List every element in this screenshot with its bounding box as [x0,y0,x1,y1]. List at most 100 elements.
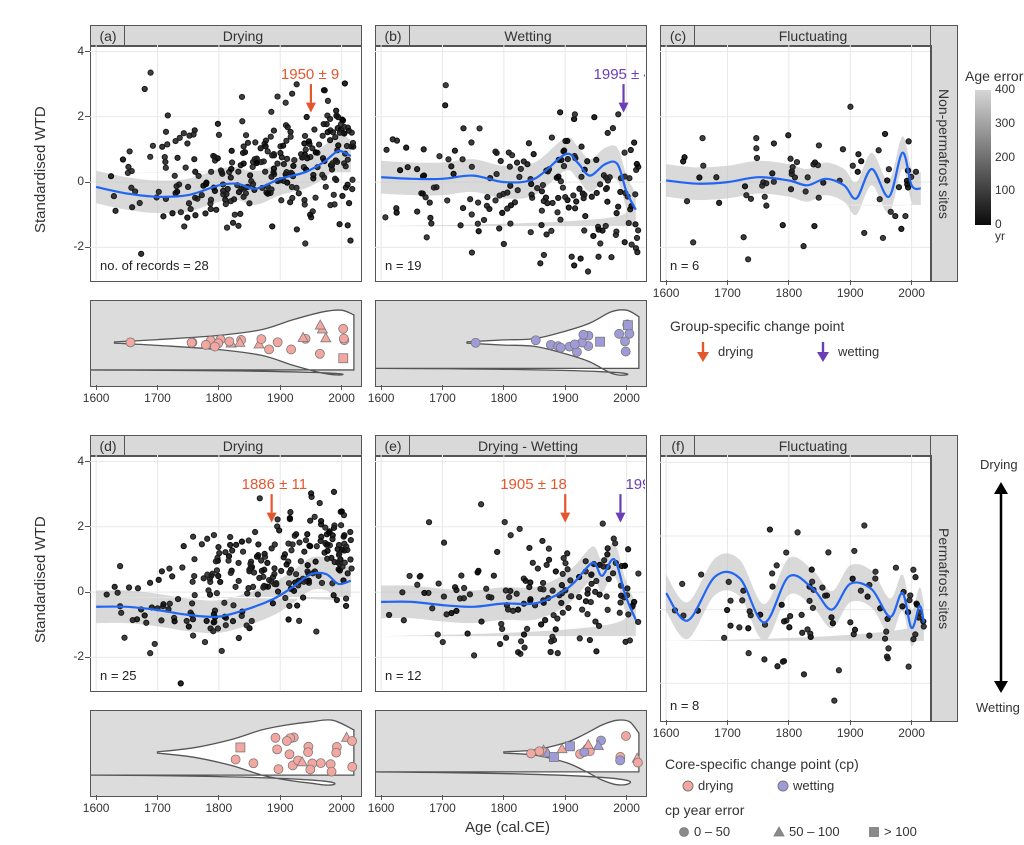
ytick: -2 [60,649,84,663]
xtick: 1700 [138,801,178,815]
xtick: 2000 [322,801,362,815]
scatter-svg-f [660,455,930,720]
legend-group-cp-title: Group-specific change point [670,318,844,334]
xtick: 2000 [322,391,362,405]
xtick: 1800 [769,726,809,740]
xtick: 1700 [708,726,748,740]
panel-letter-d: (d) [90,435,126,457]
wet-label: Wetting [976,700,1020,715]
panel-title-c: Fluctuating [694,25,932,47]
y-axis-label: Standardised WTD [32,106,49,233]
xtick: 1800 [199,801,239,815]
violin-svg-a [90,300,360,385]
x-axis-label: Age (cal.CE) [465,819,550,836]
figure-root: (a)Drying1950 ± 9no. of records = 28-202… [0,0,1024,845]
xtick: 1700 [423,391,463,405]
xtick: 1600 [76,801,116,815]
xtick: 2000 [892,726,932,740]
xtick: 1600 [361,391,401,405]
n-label-d: n = 25 [100,668,137,683]
svg-text:1950 ± 9: 1950 ± 9 [281,66,339,83]
panel-title-a: Drying [124,25,362,47]
xtick: 1800 [484,801,524,815]
legend-core-cp-item: drying [698,778,733,793]
legend-shape-icon [771,824,787,840]
ytick: 2 [60,109,84,123]
n-label-a: no. of records = 28 [100,258,209,273]
legend-dot-icon [680,778,696,794]
xtick: 1900 [545,801,585,815]
scatter-svg-c [660,45,930,280]
age-error-tick: 100 [995,183,1024,197]
arrow-icon [690,342,716,364]
xtick: 1900 [260,801,300,815]
panel-title-e: Drying - Wetting [409,435,647,457]
xtick: 1600 [76,391,116,405]
legend-cperr-item: 0 – 50 [694,824,730,839]
xtick: 1700 [423,801,463,815]
ytick: 0 [60,174,84,188]
panel-title-b: Wetting [409,25,647,47]
panel-title-d: Drying [124,435,362,457]
xtick: 2000 [892,286,932,300]
xtick: 1800 [769,286,809,300]
legend-shape-icon [866,824,882,840]
age-error-unit: yr [995,229,1024,243]
n-label-f: n = 8 [670,698,699,713]
xtick: 1900 [830,726,870,740]
legend-core-cp-title: Core-specific change point (cp) [665,756,859,772]
ytick: -2 [60,239,84,253]
legend-group-cp-item: drying [718,344,753,359]
scatter-svg-d: 1886 ± 11 [90,455,360,690]
ytick: 4 [60,454,84,468]
legend-core-cp-item: wetting [793,778,834,793]
xtick: 1700 [138,391,178,405]
ytick: 0 [60,584,84,598]
row-strip-c: Non-permafrost sites [930,25,958,282]
legend-dot-icon [775,778,791,794]
panel-letter-c: (c) [660,25,696,47]
y-axis-label: Standardised WTD [32,516,49,643]
xtick: 1600 [646,726,686,740]
n-label-e: n = 12 [385,668,422,683]
dry-label: Drying [980,457,1018,472]
legend-cperr-item: > 100 [884,824,917,839]
xtick: 1700 [708,286,748,300]
svg-text:1886 ± 11: 1886 ± 11 [242,476,308,493]
n-label-c: n = 6 [670,258,699,273]
arrow-icon [810,342,836,364]
age-error-tick: 300 [995,116,1024,130]
legend-group-cp-item: wetting [838,344,879,359]
xtick: 1800 [484,391,524,405]
panel-letter-e: (e) [375,435,411,457]
scatter-svg-e: 1905 ± 181990 ± 4 [375,455,645,690]
row-strip-f: Permafrost sites [930,435,958,722]
n-label-b: n = 19 [385,258,422,273]
age-error-tick: 400 [995,82,1024,96]
xtick: 1900 [545,391,585,405]
ytick: 2 [60,519,84,533]
legend-cperr-title: cp year error [665,802,744,818]
xtick: 1900 [260,391,300,405]
xtick: 1800 [199,391,239,405]
panel-letter-f: (f) [660,435,696,457]
scatter-svg-b: 1995 ± 4 [375,45,645,280]
violin-svg-d [90,710,360,795]
legend-shape-icon [676,824,692,840]
panel-letter-a: (a) [90,25,126,47]
xtick: 2000 [607,391,647,405]
xtick: 1600 [361,801,401,815]
panel-title-f: Fluctuating [694,435,932,457]
svg-text:1995 ± 4: 1995 ± 4 [594,66,652,83]
violin-svg-b [375,300,645,385]
xtick: 1600 [646,286,686,300]
scatter-svg-a: 1950 ± 9 [90,45,360,280]
xtick: 2000 [607,801,647,815]
age-error-tick: 200 [995,150,1024,164]
panel-letter-b: (b) [375,25,411,47]
age-error-colorbar [975,90,991,225]
dry-wet-arrow-icon [986,480,1016,695]
violin-svg-e [375,710,645,795]
svg-text:1905 ± 18: 1905 ± 18 [500,476,567,493]
legend-cperr-item: 50 – 100 [789,824,840,839]
